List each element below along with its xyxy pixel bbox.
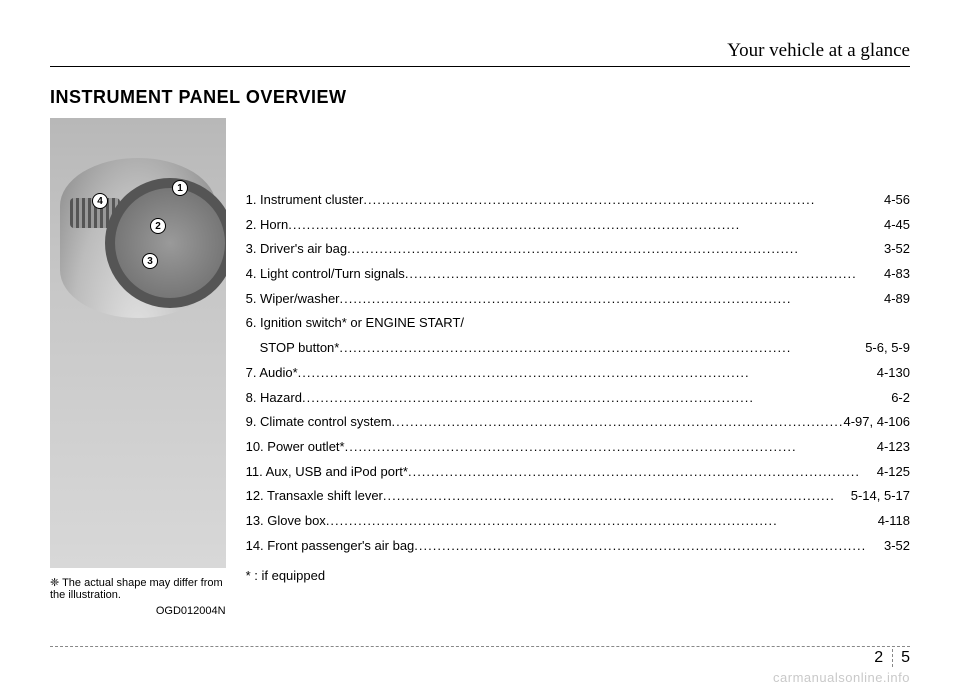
list-item-dots: [383, 484, 851, 509]
list-item-page: 3-52: [884, 534, 910, 559]
list-item-label: 12. Transaxle shift lever: [246, 484, 383, 509]
list-item-label: 4. Light control/Turn signals: [246, 262, 405, 287]
steering-wheel: [105, 178, 226, 308]
list-item-page: 4-56: [884, 188, 910, 213]
list-item-dots: [345, 435, 877, 460]
dashboard-illustration: 123456789101110121314: [50, 118, 226, 568]
section-title: INSTRUMENT PANEL OVERVIEW: [50, 87, 910, 108]
callout-marker-2: 2: [150, 218, 166, 234]
list-item-dots: [408, 460, 877, 485]
list-item-label: 9. Climate control system: [246, 410, 392, 435]
list-item: 13. Glove box 4-118: [246, 509, 910, 534]
content-row: 123456789101110121314 ❈ The actual shape…: [50, 118, 910, 617]
list-item-page: 4-97, 4-106: [844, 410, 911, 435]
list-item-label: 8. Hazard: [246, 386, 302, 411]
list-item-dots: [288, 213, 884, 238]
running-header: Your vehicle at a glance: [50, 40, 910, 67]
chapter-number: 2: [874, 649, 883, 666]
page-number: 5: [901, 649, 910, 666]
list-item-label: 13. Glove box: [246, 509, 326, 534]
list-item-label: 1. Instrument cluster: [246, 188, 364, 213]
callout-marker-3: 3: [142, 253, 158, 269]
list-item-dots: [298, 361, 877, 386]
list-item-page: 4-89: [884, 287, 910, 312]
list-item: STOP button* 5-6, 5-9: [246, 336, 910, 361]
list-item-page: 4-118: [878, 509, 910, 534]
list-item-page: 6-2: [891, 386, 910, 411]
list-item-dots: [339, 336, 865, 361]
figure-code: OGD012004N: [50, 605, 226, 617]
footer-sep: [892, 649, 893, 667]
list-item-dots: [347, 237, 884, 262]
list-item-dots: [302, 386, 891, 411]
list-item: 4. Light control/Turn signals 4-83: [246, 262, 910, 287]
list-item: 1. Instrument cluster 4-56: [246, 188, 910, 213]
list-item-page: 4-45: [884, 213, 910, 238]
list-item-label: 6. Ignition switch* or ENGINE START/: [246, 311, 464, 336]
list-item-page: 5-14, 5-17: [851, 484, 910, 509]
list-item-page: 4-125: [877, 460, 910, 485]
list-item-page: 4-123: [877, 435, 910, 460]
list-item-dots: [392, 410, 844, 435]
list-item-page: 4-83: [884, 262, 910, 287]
callout-list: 1. Instrument cluster4-562. Horn 4-453. …: [246, 118, 910, 617]
list-item-label: 2. Horn: [246, 213, 289, 238]
callout-marker-4: 4: [92, 193, 108, 209]
list-item-label: 11. Aux, USB and iPod port*: [246, 460, 408, 485]
list-item-dots: [340, 287, 884, 312]
list-item-dots: [414, 534, 884, 559]
list-item-page: 5-6, 5-9: [865, 336, 910, 361]
figure-note: ❈ The actual shape may differ from the i…: [50, 576, 226, 601]
list-item-label: 14. Front passenger's air bag: [246, 534, 415, 559]
list-item-page: 4-130: [877, 361, 910, 386]
list-item-label: 7. Audio*: [246, 361, 298, 386]
list-item-label: STOP button*: [260, 336, 340, 361]
list-item-label: 3. Driver's air bag: [246, 237, 347, 262]
list-item: 6. Ignition switch* or ENGINE START/: [246, 311, 910, 336]
list-item-dots: [363, 188, 884, 213]
list-item: 11. Aux, USB and iPod port* 4-125: [246, 460, 910, 485]
list-item: 7. Audio* 4-130: [246, 361, 910, 386]
list-item-dots: [326, 509, 878, 534]
list-item-label: 5. Wiper/washer: [246, 287, 340, 312]
list-item: 12. Transaxle shift lever 5-14, 5-17: [246, 484, 910, 509]
list-item: 3. Driver's air bag 3-52: [246, 237, 910, 262]
list-item: 10. Power outlet* 4-123: [246, 435, 910, 460]
callout-marker-1: 1: [172, 180, 188, 196]
list-item: 2. Horn 4-45: [246, 213, 910, 238]
list-item: 14. Front passenger's air bag 3-52: [246, 534, 910, 559]
list-item: 9. Climate control system 4-97, 4-106: [246, 410, 910, 435]
list-item: 5. Wiper/washer 4-89: [246, 287, 910, 312]
list-item-dots: [405, 262, 884, 287]
watermark: carmanualsonline.info: [773, 670, 910, 685]
page-footer: 2 5: [50, 646, 910, 667]
list-item-page: 3-52: [884, 237, 910, 262]
list-item: 8. Hazard 6-2: [246, 386, 910, 411]
figure-column: 123456789101110121314 ❈ The actual shape…: [50, 118, 226, 617]
list-item-label: 10. Power outlet*: [246, 435, 345, 460]
footnote: * : if equipped: [246, 564, 910, 589]
